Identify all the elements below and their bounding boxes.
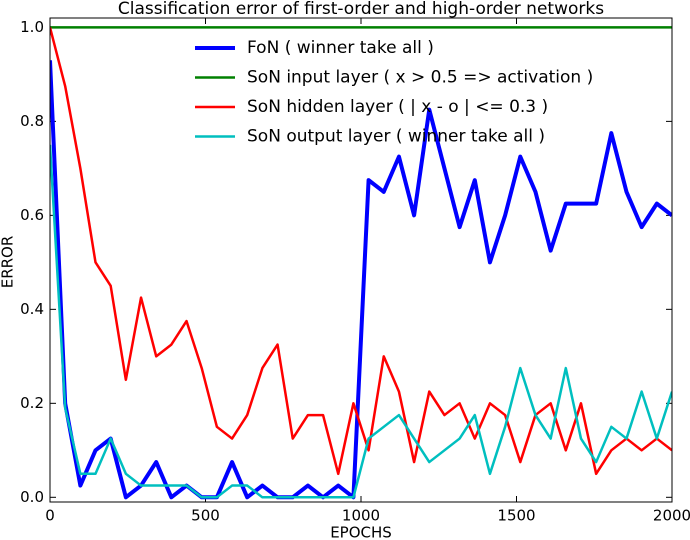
- y-tick-label: 1.0: [20, 18, 44, 36]
- y-tick-label: 0.6: [20, 206, 44, 224]
- x-tick-label: 0: [45, 507, 55, 525]
- y-tick-label: 0.0: [20, 488, 44, 506]
- legend-label: SoN hidden layer ( | x - o | <= 0.3 ): [247, 97, 548, 117]
- y-axis-label: ERROR: [0, 236, 17, 289]
- x-axis-label: EPOCHS: [330, 524, 392, 540]
- y-tick-label: 0.2: [20, 394, 44, 412]
- x-tick-label: 2000: [653, 507, 690, 525]
- legend-label: SoN output layer ( winner take all ): [247, 127, 545, 147]
- line-series: [50, 144, 672, 499]
- x-tick-label: 500: [191, 507, 220, 525]
- legend-label: SoN input layer ( x > 0.5 => activation …: [247, 68, 593, 88]
- plot-frame: [49, 17, 673, 503]
- x-tick-label: 1000: [342, 507, 380, 525]
- chart-title: Classification error of first-order and …: [118, 0, 604, 19]
- y-tick-label: 0.8: [20, 112, 44, 130]
- line-series: [50, 60, 672, 500]
- line-series: [50, 27, 672, 476]
- legend-label: FoN ( winner take all ): [247, 38, 434, 58]
- y-tick-label: 0.4: [20, 300, 44, 318]
- x-tick-label: 1500: [497, 507, 535, 525]
